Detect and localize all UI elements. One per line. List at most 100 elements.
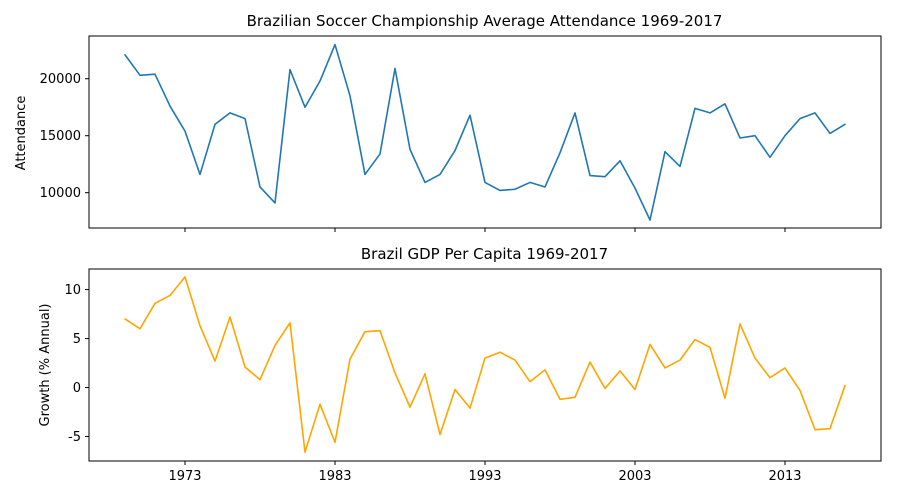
attendance-data-point <box>123 53 127 57</box>
gdp-data-point <box>633 387 637 391</box>
attendance-data-point <box>243 117 247 121</box>
gdp-data-point <box>213 359 217 363</box>
attendance-data-point <box>333 43 337 47</box>
gdp-data-point <box>513 358 517 362</box>
attendance-tick-group: 10000 15000 20000 <box>40 72 786 232</box>
attendance-data-point <box>258 185 262 189</box>
gdp-data-point <box>123 317 127 321</box>
attendance-mark-group <box>123 43 847 222</box>
attendance-data-point <box>213 122 217 126</box>
gdp-y-axis-label: Growth (% Annual) <box>38 303 53 426</box>
gdp-data-point <box>708 345 712 349</box>
gdp-x-tick-label: 1993 <box>468 469 501 484</box>
attendance-data-point <box>453 149 457 153</box>
gdp-data-point <box>168 293 172 297</box>
attendance-data-point <box>618 159 622 163</box>
gdp-data-point <box>678 358 682 362</box>
attendance-data-point <box>753 134 757 138</box>
gdp-data-point <box>408 405 412 409</box>
gdp-x-tick-label: 2003 <box>618 469 651 484</box>
gdp-data-point <box>768 376 772 380</box>
attendance-data-point <box>588 174 592 178</box>
attendance-data-point <box>513 187 517 191</box>
gdp-data-point <box>423 372 427 376</box>
attendance-data-point <box>138 73 142 77</box>
gdp-series-line <box>124 276 846 453</box>
attendance-data-point <box>663 150 667 154</box>
gdp-data-point <box>138 327 142 331</box>
attendance-data-point <box>228 111 232 115</box>
attendance-data-point <box>708 111 712 115</box>
attendance-data-point <box>768 155 772 159</box>
gdp-data-point <box>228 315 232 319</box>
gdp-data-point <box>618 369 622 373</box>
gdp-data-point <box>783 366 787 370</box>
attendance-data-point <box>483 180 487 184</box>
attendance-data-point <box>723 102 727 106</box>
gdp-data-point <box>318 402 322 406</box>
attendance-data-point <box>798 117 802 121</box>
attendance-data-point <box>558 151 562 155</box>
gdp-data-point <box>393 371 397 375</box>
gdp-data-point <box>603 387 607 391</box>
attendance-chart-title: Brazilian Soccer Championship Average At… <box>247 12 723 30</box>
gdp-data-point <box>198 324 202 328</box>
gdp-data-point <box>528 380 532 384</box>
gdp-y-tick-label: 0 <box>73 381 81 396</box>
attendance-data-point <box>813 111 817 115</box>
attendance-data-point <box>498 188 502 192</box>
attendance-data-point <box>393 66 397 70</box>
attendance-data-point <box>303 105 307 109</box>
gdp-data-point <box>813 428 817 432</box>
gdp-data-point <box>738 322 742 326</box>
gdp-data-point <box>693 338 697 342</box>
gdp-mark-group <box>123 276 847 453</box>
gdp-y-tick-label: 5 <box>73 332 81 347</box>
attendance-data-point <box>693 106 697 110</box>
attendance-y-tick-label: 20000 <box>40 72 81 87</box>
gdp-data-point <box>288 321 292 325</box>
attendance-data-point <box>438 172 442 176</box>
gdp-data-point <box>543 368 547 372</box>
attendance-data-point <box>528 180 532 184</box>
gdp-chart-title: Brazil GDP Per Capita 1969-2017 <box>361 245 608 263</box>
gdp-data-point <box>798 388 802 392</box>
attendance-data-point <box>378 152 382 156</box>
gdp-y-tick-label: 10 <box>64 283 81 298</box>
gdp-data-point <box>663 366 667 370</box>
gdp-tick-group: -5 0 5 10 1973 1983 1993 2003 2013 <box>64 283 801 484</box>
attendance-data-point <box>408 147 412 151</box>
attendance-data-point <box>543 185 547 189</box>
attendance-data-point <box>318 79 322 83</box>
attendance-data-point <box>738 136 742 140</box>
gdp-data-point <box>843 384 847 388</box>
attendance-data-point <box>678 164 682 168</box>
gdp-data-point <box>558 397 562 401</box>
gdp-data-point <box>243 365 247 369</box>
attendance-data-point <box>273 201 277 205</box>
attendance-panel: Brazilian Soccer Championship Average At… <box>14 12 882 232</box>
gdp-data-point <box>588 360 592 364</box>
attendance-data-point <box>423 180 427 184</box>
attendance-data-point <box>828 131 832 135</box>
gdp-data-point <box>648 342 652 346</box>
attendance-data-point <box>603 175 607 179</box>
gdp-x-tick-label: 2013 <box>768 469 801 484</box>
gdp-panel: Brazil GDP Per Capita 1969-2017 Growth (… <box>38 245 882 484</box>
gdp-data-point <box>378 329 382 333</box>
attendance-data-point <box>648 218 652 222</box>
gdp-data-point <box>828 427 832 431</box>
gdp-data-point <box>273 343 277 347</box>
gdp-data-point <box>573 395 577 399</box>
attendance-y-tick-label: 10000 <box>40 186 81 201</box>
gdp-y-tick-label: -5 <box>68 430 81 445</box>
attendance-data-point <box>348 94 352 98</box>
gdp-x-tick-label: 1973 <box>168 469 201 484</box>
attendance-data-point <box>183 129 187 133</box>
attendance-data-point <box>843 122 847 126</box>
gdp-data-point <box>753 356 757 360</box>
attendance-data-point <box>288 68 292 72</box>
